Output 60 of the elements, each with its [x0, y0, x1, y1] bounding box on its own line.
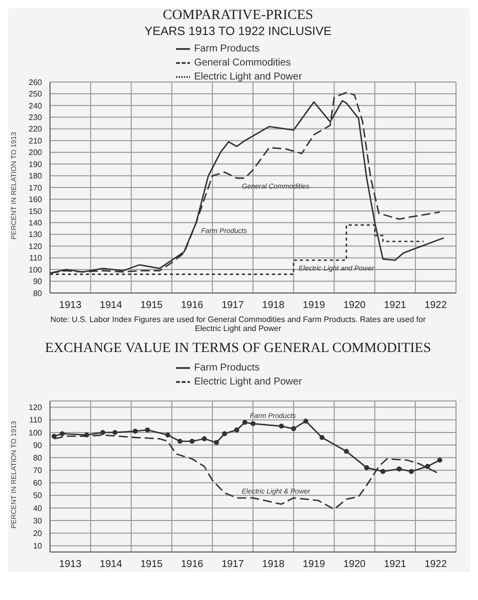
legend-label: Farm Products	[194, 362, 260, 374]
x-tick-label: 1915	[140, 300, 164, 312]
x-tick-label: 1913	[59, 300, 82, 312]
y-tick-label: 160	[28, 195, 43, 204]
y-tick-label: 150	[28, 206, 43, 216]
legend-label: General Commodities	[194, 58, 291, 69]
y-tick-label: 50	[33, 491, 43, 500]
y-tick-label: 180	[28, 172, 43, 181]
text: Note: U.S. Labor Index Figures are used for General Commodities and Farm Products. Rates are used for Electric Light and Power	[49, 314, 427, 335]
y-tick-label: 90	[33, 277, 43, 286]
y-tick-label: 20	[33, 528, 43, 538]
y-tick-label: 260	[28, 78, 43, 87]
y-tick-label: 240	[28, 101, 43, 110]
y-tick-label: 30	[33, 516, 43, 526]
y-tick-label: 210	[28, 136, 43, 146]
y-tick-label: 120	[28, 403, 43, 412]
x-tick-label: 1919	[302, 300, 326, 312]
x-tick-label: 1915	[140, 559, 164, 570]
x-tick-label: 1914	[100, 300, 122, 312]
y-tick-label: 60	[33, 478, 43, 488]
x-tick-label: 1918	[262, 300, 285, 312]
x-tick-label: 1922	[424, 559, 448, 570]
y-tick-label: 170	[28, 183, 43, 192]
y-tick-label: 70	[33, 466, 43, 476]
y-tick-label: 200	[28, 148, 43, 158]
y-tick-label: 110	[29, 416, 43, 425]
x-tick-label: 1919	[302, 559, 326, 570]
y-tick-label: 250	[28, 90, 43, 99]
y-tick-label: 110	[29, 254, 43, 263]
y-tick-label: 40	[33, 504, 43, 513]
x-tick-label: 1916	[180, 559, 204, 570]
x-tick-label: 1917	[222, 300, 244, 312]
x-tick-label: 1920	[343, 559, 366, 570]
y-tick-label: 90	[33, 440, 43, 450]
x-tick-label: 1921	[384, 300, 407, 312]
x-tick-label: 1921	[384, 559, 407, 570]
y-tick-label: 190	[28, 160, 43, 169]
chart-subtitle: YEARS 1913 TO 1922 INCLUSIVE	[144, 24, 332, 38]
x-tick-label: 1918	[262, 559, 285, 570]
y-tick-label: 230	[28, 113, 43, 122]
chart-title: EXCHANGE VALUE IN TERMS OF GENERAL COMMODITIES	[44, 341, 432, 357]
y-tick-label: 10	[33, 542, 43, 551]
y-tick-label: 100	[28, 265, 43, 274]
y-tick-label: 130	[28, 230, 43, 240]
y-tick-label: 80	[33, 288, 43, 298]
x-tick-label: 1916	[180, 300, 204, 312]
legend-label: Electric Light and Power	[194, 72, 302, 83]
y-tick-label: 80	[33, 453, 43, 462]
y-tick-label: 220	[28, 124, 43, 134]
y-tick-label: 120	[28, 242, 43, 251]
x-tick-label: 1922	[424, 300, 448, 312]
y-tick-label: 100	[28, 428, 43, 438]
legend-label: Farm Products	[194, 44, 260, 55]
chart-title: COMPARATIVE-PRICES	[162, 8, 314, 24]
x-tick-label: 1917	[222, 559, 244, 570]
x-tick-label: 1913	[59, 559, 82, 570]
legend-label: Electric Light and Power	[194, 376, 302, 388]
x-tick-label: 1920	[343, 300, 366, 312]
x-tick-label: 1914	[100, 559, 122, 570]
y-tick-label: 140	[28, 218, 43, 228]
